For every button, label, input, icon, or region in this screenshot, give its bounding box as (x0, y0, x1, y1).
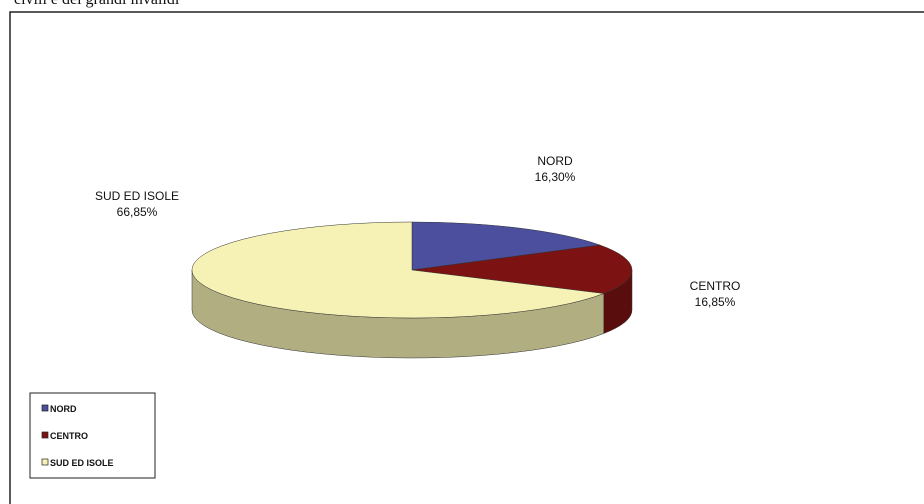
legend-swatch (41, 404, 49, 412)
slice-value-label: 16,30% (535, 170, 576, 184)
slice-value-label: 16,85% (695, 295, 736, 309)
slice (411, 244, 633, 294)
slice-label: SUD ED ISOLE (95, 189, 179, 203)
legend-label: NORD (50, 404, 77, 414)
legend-swatch (41, 458, 49, 466)
slice-label: CENTRO (690, 279, 741, 293)
chart-frame (9, 11, 924, 504)
slice-label: NORD (537, 154, 573, 168)
caption: civili e dei grandi invalidi (14, 0, 180, 8)
slice (411, 221, 601, 271)
legend-label: CENTRO (50, 431, 88, 441)
legend-label: SUD ED ISOLE (50, 458, 114, 468)
slice (191, 221, 604, 319)
slice-value-label: 66,85% (117, 205, 158, 219)
legend-swatch (41, 431, 49, 439)
legend-box (29, 392, 156, 479)
